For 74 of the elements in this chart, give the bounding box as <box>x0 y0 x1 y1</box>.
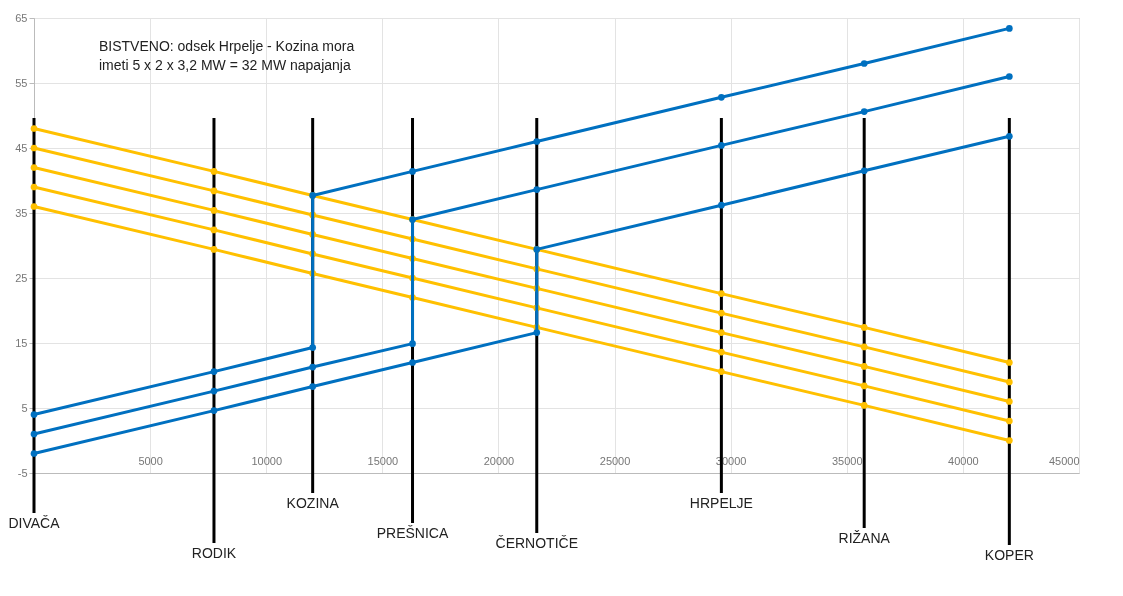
x-tick-label: 10000 <box>251 454 283 467</box>
point <box>309 363 317 371</box>
point <box>309 383 317 390</box>
point <box>30 144 38 152</box>
ref-line-label: PREŠNICA <box>376 525 449 541</box>
point <box>1005 378 1013 386</box>
point <box>718 142 725 149</box>
x-tick-label: 5000 <box>138 454 163 467</box>
point <box>210 407 218 414</box>
ref-line-label: RIŽANA <box>838 530 891 546</box>
y-tick-label: 5 <box>21 401 28 414</box>
point <box>30 203 38 210</box>
point <box>409 168 416 175</box>
x-tick-label: 35000 <box>831 454 863 467</box>
point <box>718 93 725 101</box>
y-tick-label: 35 <box>15 206 28 219</box>
point <box>30 125 38 132</box>
point <box>409 359 416 366</box>
point <box>309 344 317 351</box>
point <box>718 368 725 375</box>
annotation: BISTVENO: odsek Hrpelje - Kozina mora imeti 5 x 2 x 3,2 MW = 32 MW napajanja <box>99 38 355 73</box>
point <box>860 363 868 370</box>
point <box>30 450 38 457</box>
x-tick-label: 15000 <box>367 454 399 467</box>
point <box>30 411 38 418</box>
point <box>1005 398 1013 405</box>
ref-line-label: KOPER <box>984 547 1034 563</box>
point <box>210 246 218 253</box>
point <box>860 108 868 115</box>
point <box>860 324 868 331</box>
ref-line-label: RODIK <box>191 545 237 561</box>
ref-line-label: ČERNOTIČE <box>495 535 578 551</box>
point <box>1005 359 1013 366</box>
x-tick-label: 40000 <box>948 454 979 467</box>
y-tick-label: 25 <box>15 271 28 284</box>
point <box>533 186 541 193</box>
point <box>210 187 218 195</box>
point <box>718 329 725 336</box>
point <box>718 201 725 209</box>
point <box>860 167 868 175</box>
point <box>1005 437 1013 444</box>
y-tick-label: 15 <box>15 336 28 349</box>
y-tick-label: 55 <box>15 76 28 89</box>
point <box>860 382 868 390</box>
y-tick-label: 65 <box>15 11 28 24</box>
point <box>860 402 868 409</box>
y-tick-label: -5 <box>17 466 28 479</box>
point <box>860 60 868 67</box>
point <box>860 343 868 351</box>
point <box>210 168 218 175</box>
point <box>533 138 541 145</box>
y-tick-label: 45 <box>15 141 28 154</box>
point <box>718 348 725 356</box>
point <box>1005 417 1013 425</box>
ref-line-label: HRPELJE <box>689 495 753 511</box>
x-tick-label: 45000 <box>1048 454 1080 467</box>
point <box>210 387 218 395</box>
point <box>1005 73 1013 80</box>
point <box>30 183 38 191</box>
ref-line-label: KOZINA <box>286 495 340 511</box>
point <box>1005 25 1013 32</box>
point <box>210 368 218 375</box>
point <box>210 226 218 234</box>
point <box>1005 132 1013 140</box>
point <box>533 329 541 336</box>
x-tick-label: 25000 <box>599 454 631 467</box>
point <box>409 340 416 347</box>
ref-line-label: DIVAČA <box>8 515 61 531</box>
point <box>718 309 725 317</box>
point <box>30 164 38 171</box>
point <box>210 207 218 214</box>
point <box>30 430 38 438</box>
x-tick-label: 20000 <box>483 454 515 467</box>
point <box>718 290 725 297</box>
